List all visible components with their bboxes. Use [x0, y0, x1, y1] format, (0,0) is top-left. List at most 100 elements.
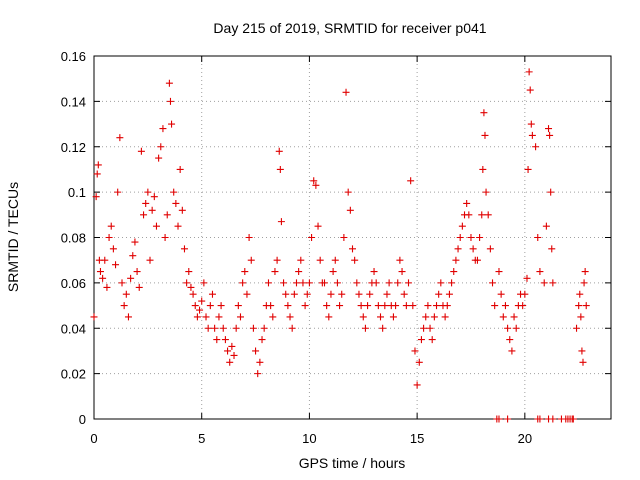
data-point [546, 131, 554, 139]
data-point [99, 274, 107, 282]
data-point [340, 234, 348, 241]
data-point [295, 268, 303, 276]
data-point [325, 313, 333, 321]
data-point [349, 245, 356, 253]
data-point [331, 256, 339, 264]
data-point [241, 268, 249, 276]
data-point [140, 211, 148, 219]
data-point [528, 131, 536, 139]
data-point [208, 290, 216, 298]
data-point [118, 279, 126, 287]
y-tick-label: 0.02 [61, 367, 86, 382]
y-tick-label: 0.04 [61, 321, 86, 336]
data-point [480, 109, 488, 117]
data-point [413, 381, 421, 389]
data-point [338, 290, 346, 298]
data-point [187, 283, 195, 291]
data-point [116, 134, 124, 142]
data-point [284, 302, 292, 310]
data-point [204, 324, 212, 332]
data-point [92, 193, 100, 201]
data-point [159, 125, 167, 133]
data-point [370, 268, 378, 276]
data-point [344, 188, 352, 196]
data-point [219, 324, 227, 332]
data-point [409, 302, 417, 310]
data-point [144, 188, 152, 196]
data-point [292, 279, 300, 287]
data-point [524, 165, 532, 173]
data-point [168, 120, 176, 128]
data-point [456, 234, 464, 241]
data-point [264, 279, 272, 287]
data-point [221, 336, 229, 344]
plot-frame [93, 55, 612, 420]
data-point [256, 358, 264, 366]
data-point [297, 256, 305, 264]
data-point [580, 279, 588, 287]
data-point [280, 279, 288, 287]
data-point [101, 256, 109, 264]
data-point [428, 336, 436, 344]
data-point [469, 245, 477, 253]
chart-title: Day 215 of 2019, SRMTID for receiver p04… [213, 20, 486, 36]
data-point [484, 211, 492, 219]
data-point [155, 154, 163, 162]
data-point [342, 88, 350, 96]
data-point [206, 302, 214, 310]
data-point [329, 268, 337, 276]
data-point [536, 268, 544, 276]
data-point [424, 302, 432, 310]
data-point [346, 206, 354, 214]
data-point [452, 256, 460, 264]
data-point [536, 415, 544, 423]
data-point [254, 370, 262, 378]
data-point [314, 222, 322, 230]
data-point [389, 313, 397, 321]
data-point [202, 313, 210, 321]
data-point [476, 234, 484, 241]
data-point [417, 336, 425, 344]
data-point [443, 302, 451, 310]
data-point [532, 143, 540, 151]
y-tick-label: 0.16 [61, 49, 86, 64]
data-point [398, 268, 406, 276]
data-point [236, 313, 244, 321]
data-point [372, 279, 380, 287]
data-point [258, 336, 266, 344]
data-point [366, 290, 374, 298]
data-point [497, 290, 505, 298]
data-point [467, 234, 475, 241]
data-point [215, 313, 223, 321]
data-point [308, 234, 316, 241]
data-point [172, 199, 180, 207]
data-point [174, 222, 182, 230]
data-point [211, 324, 219, 332]
y-tick-label: 0 [79, 412, 86, 427]
data-point [247, 256, 255, 264]
data-point [271, 268, 279, 276]
data-point [276, 165, 284, 173]
data-point [491, 302, 499, 310]
data-point [245, 234, 253, 241]
x-tick-label: 0 [90, 431, 97, 446]
data-point [473, 256, 481, 264]
data-point [465, 211, 473, 219]
y-tick-label: 0.14 [61, 94, 86, 109]
data-point [504, 324, 512, 332]
data-point [510, 313, 518, 321]
data-point [316, 256, 324, 264]
data-point [301, 302, 309, 310]
y-tick-label: 0.06 [61, 276, 86, 291]
data-point [303, 290, 311, 298]
data-point [501, 302, 509, 310]
data-point [96, 268, 104, 276]
y-tick-label: 0.08 [61, 231, 86, 246]
y-tick-label: 0.12 [61, 140, 86, 155]
data-point [448, 279, 456, 287]
data-points [90, 68, 590, 423]
data-point [243, 290, 251, 298]
data-point [267, 302, 275, 310]
data-point [107, 222, 115, 230]
data-point [336, 302, 344, 310]
